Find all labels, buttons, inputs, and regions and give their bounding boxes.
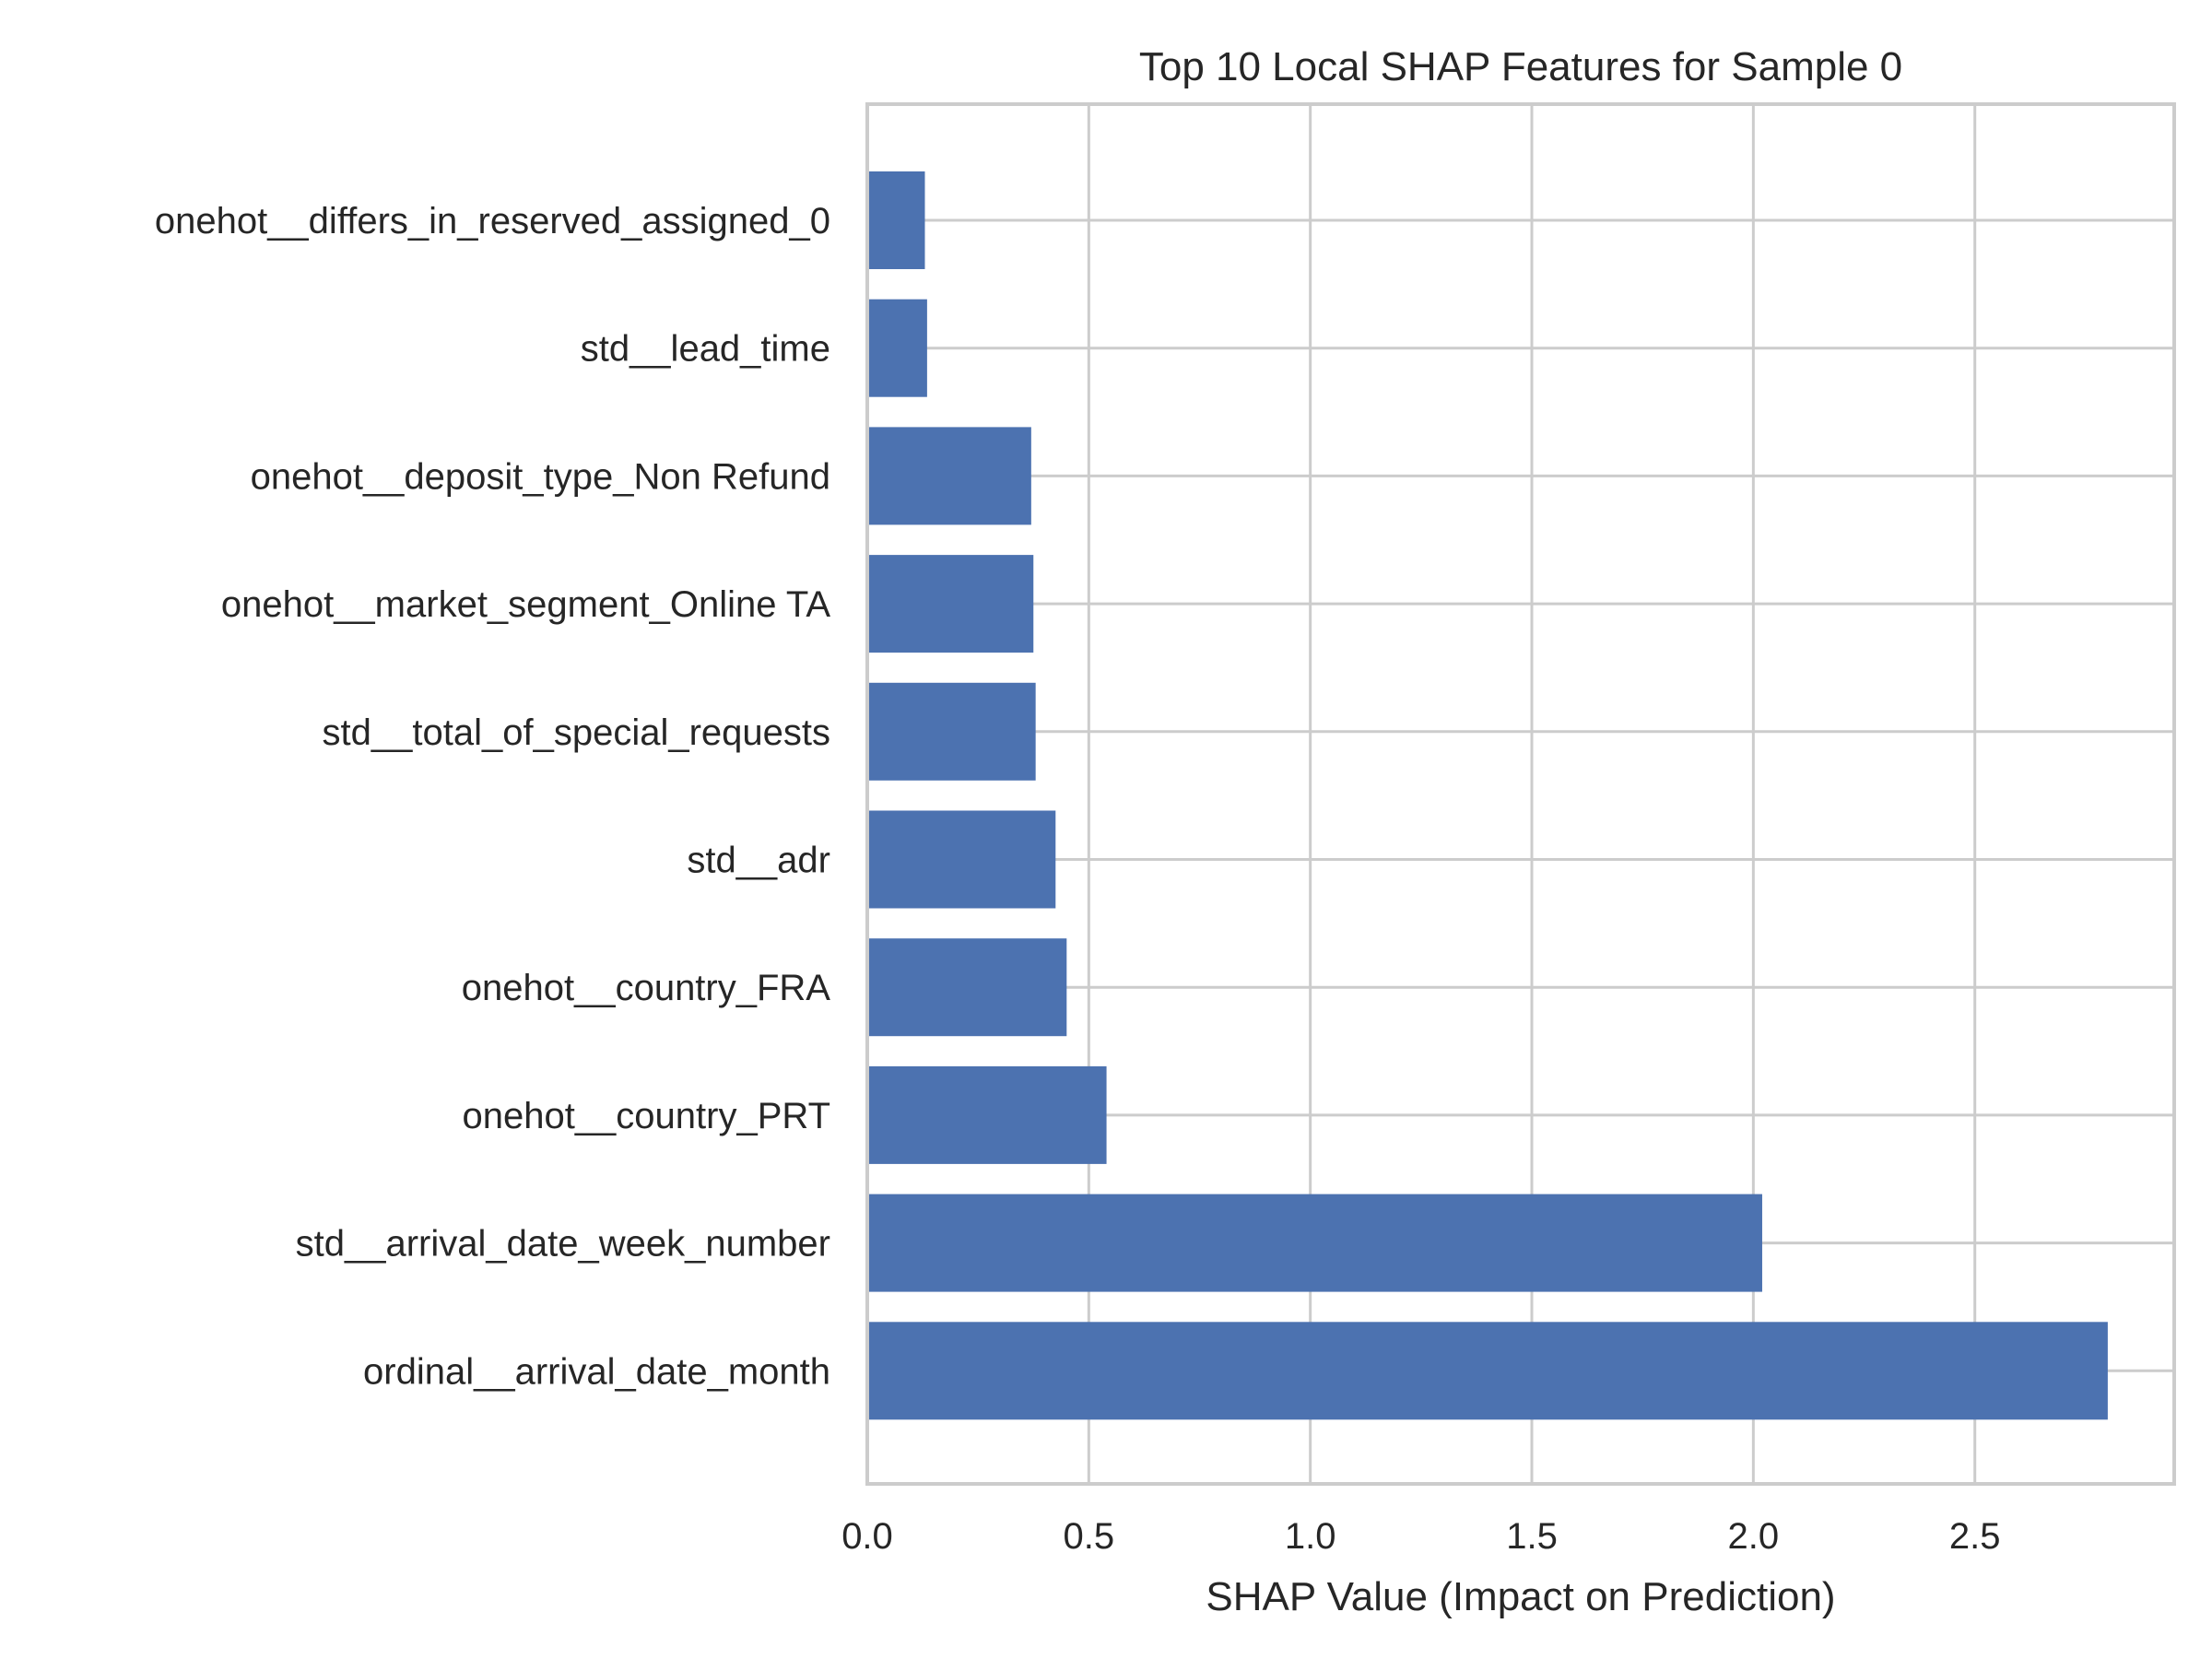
plot-frame bbox=[865, 102, 2176, 1486]
chart-title: Top 10 Local SHAP Features for Sample 0 bbox=[1139, 44, 1902, 89]
x-tick-label: 1.0 bbox=[1285, 1516, 1336, 1557]
y-tick-label: onehot__country_PRT bbox=[462, 1096, 830, 1136]
y-tick-label: onehot__country_FRA bbox=[462, 968, 831, 1008]
y-tick-label: ordinal__arrival_date_month bbox=[363, 1351, 830, 1392]
bar bbox=[867, 299, 927, 397]
x-tick-label: 0.5 bbox=[1064, 1516, 1115, 1557]
bar bbox=[867, 427, 1031, 525]
y-tick-label: onehot__market_segment_Online TA bbox=[221, 584, 830, 625]
y-tick-label: std__lead_time bbox=[581, 329, 830, 370]
x-tick-label: 1.5 bbox=[1506, 1516, 1558, 1557]
x-tick-labels: 0.0 0.5 1.0 1.5 2.0 2.5 bbox=[841, 1516, 2000, 1557]
bar bbox=[867, 810, 1056, 909]
y-tick-label: std__adr bbox=[687, 841, 830, 881]
bar bbox=[867, 938, 1067, 1037]
bar bbox=[867, 1194, 1762, 1292]
y-tick-label: onehot__deposit_type_Non Refund bbox=[251, 456, 830, 497]
y-tick-label: std__arrival_date_week_number bbox=[296, 1224, 830, 1265]
bar bbox=[867, 682, 1036, 781]
y-tick-labels: onehot__differs_in_reserved_assigned_0st… bbox=[155, 201, 830, 1392]
grid-lines bbox=[865, 104, 2174, 1484]
bars bbox=[867, 171, 2108, 1420]
x-tick-label: 0.0 bbox=[841, 1516, 893, 1557]
x-tick-label: 2.0 bbox=[1728, 1516, 1780, 1557]
bar bbox=[867, 555, 1034, 653]
bar bbox=[867, 1065, 1107, 1164]
y-tick-label: onehot__differs_in_reserved_assigned_0 bbox=[155, 201, 830, 241]
bar bbox=[867, 1322, 2108, 1420]
bar bbox=[867, 171, 925, 269]
x-axis-label: SHAP Value (Impact on Prediction) bbox=[1206, 1574, 1835, 1619]
x-tick-label: 2.5 bbox=[1949, 1516, 2001, 1557]
y-tick-label: std__total_of_special_requests bbox=[323, 712, 830, 753]
